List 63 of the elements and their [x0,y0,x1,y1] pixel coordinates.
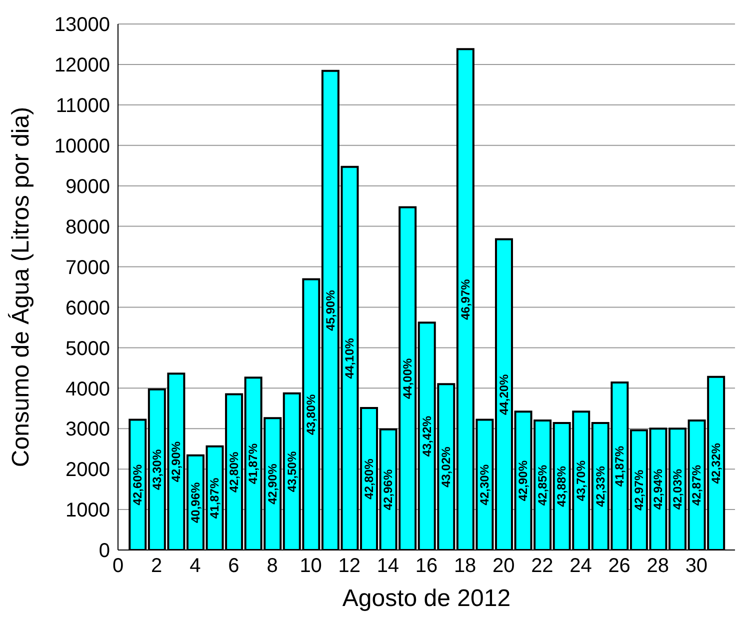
y-tick-label: 3000 [66,418,110,441]
y-tick-label: 0 [98,540,110,562]
x-tick-label: 30 [685,555,708,578]
x-tick-label: 2 [151,555,162,578]
annotation: 42,60% [130,464,145,506]
y-tick-label: 11000 [56,95,110,118]
x-tick-label: 0 [112,555,124,578]
y-tick-label: 8000 [66,216,110,238]
annotation: 44,10% [342,338,357,379]
x-tick-label: 20 [492,555,515,578]
annotation: 42,94% [651,468,666,510]
annotation: 44,20% [496,374,511,415]
y-tick-label: 12000 [54,54,110,77]
annotation: 43,02% [439,446,454,488]
y-tick-label: 6000 [66,297,110,320]
x-tick-label: 4 [190,555,201,578]
annotation: 43,88% [554,466,569,507]
annotation: 42,90% [266,463,280,504]
y-tick-label: 10000 [54,135,110,158]
annotation: 43,30% [150,449,164,490]
annotation: 43,70% [574,460,588,502]
y-tick-label: 1000 [66,500,110,522]
x-tick-label: 16 [415,555,438,578]
annotation: 44,00% [400,358,414,399]
annotation: 43,42% [420,416,434,457]
annotation: 43,50% [284,451,299,492]
annotation: 41,87% [208,478,222,519]
annotation: 43,80% [304,394,318,436]
x-tick-label: 6 [228,555,240,578]
annotation: 42,97% [632,469,646,510]
x-tick-label: 8 [266,555,278,578]
y-tick-label: 5000 [66,338,110,360]
annotation: 42,87% [690,464,704,506]
x-tick-label: 22 [531,555,554,578]
annotation: 45,90% [323,290,338,331]
annotation: 42,30% [478,464,492,506]
annotation: 42,90% [516,460,530,502]
x-tick-label: 26 [608,555,630,578]
annotation: 42,80% [226,451,241,492]
x-tick-label: 14 [376,555,400,578]
y-tick-label: 7000 [66,256,110,279]
x-tick-label: 28 [646,555,669,578]
x-tick-label: 10 [300,555,322,578]
annotation: 42,85% [535,464,550,506]
x-tick-label: 18 [454,555,476,578]
annotation: 42,90% [169,441,184,482]
y-tick-label: 4000 [66,378,110,400]
annotation: 42,33% [593,466,608,507]
x-axis-title: Agosto de 2012 [342,585,511,612]
annotation: 46,97% [458,278,472,320]
annotation: 42,80% [362,458,376,500]
x-tick-label: 12 [338,555,360,578]
x-tick-label: 24 [570,555,592,578]
annotation: 42,03% [670,468,684,510]
y-tick-label: 13000 [54,14,110,36]
y-tick-label: 9000 [66,176,110,198]
y-tick-label: 2000 [66,459,110,482]
annotation: 42,96% [381,469,396,510]
annotation: 42,32% [708,442,723,484]
annotation: 41,87% [246,443,260,484]
annotation: 41,87% [612,446,627,487]
annotation: 40,96% [188,482,202,524]
y-axis-title: Consumo de Água (Litros por dia) [8,106,35,468]
